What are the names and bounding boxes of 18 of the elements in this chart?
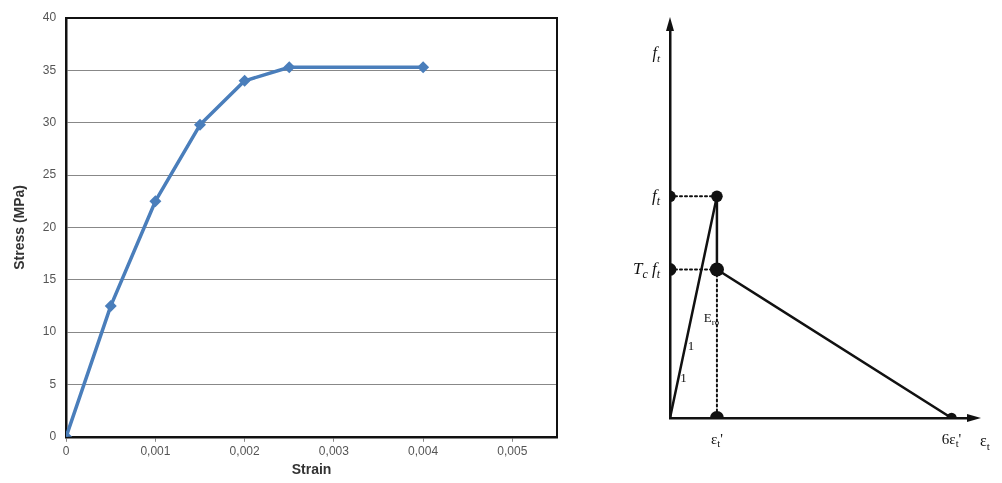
annotation: 1 <box>687 338 695 354</box>
annotation: 1 <box>680 369 687 385</box>
x-tick-label: 0,001 <box>140 444 171 459</box>
y-tick-label: 20 <box>42 219 57 234</box>
y-axis-title: Stress (MPa) <box>11 184 28 270</box>
y-tick-label: 35 <box>42 62 57 77</box>
y-tick-label: 10 <box>42 324 57 339</box>
y-tick-label: 5 <box>49 376 57 391</box>
y-tick-label: 40 <box>42 10 57 25</box>
x-tick-label: 0 <box>62 444 70 459</box>
x-axis-title: Strain <box>291 461 332 478</box>
x-tick-label: 0,005 <box>497 444 528 459</box>
x-tick-label: 0,003 <box>318 444 350 459</box>
x-tick-label: 0,002 <box>229 444 260 459</box>
x-tick-label: 0,004 <box>408 444 439 459</box>
y-tick-label: 25 <box>42 167 57 182</box>
y-tick-label: 30 <box>42 115 57 130</box>
y-tick-label: 15 <box>42 272 57 287</box>
